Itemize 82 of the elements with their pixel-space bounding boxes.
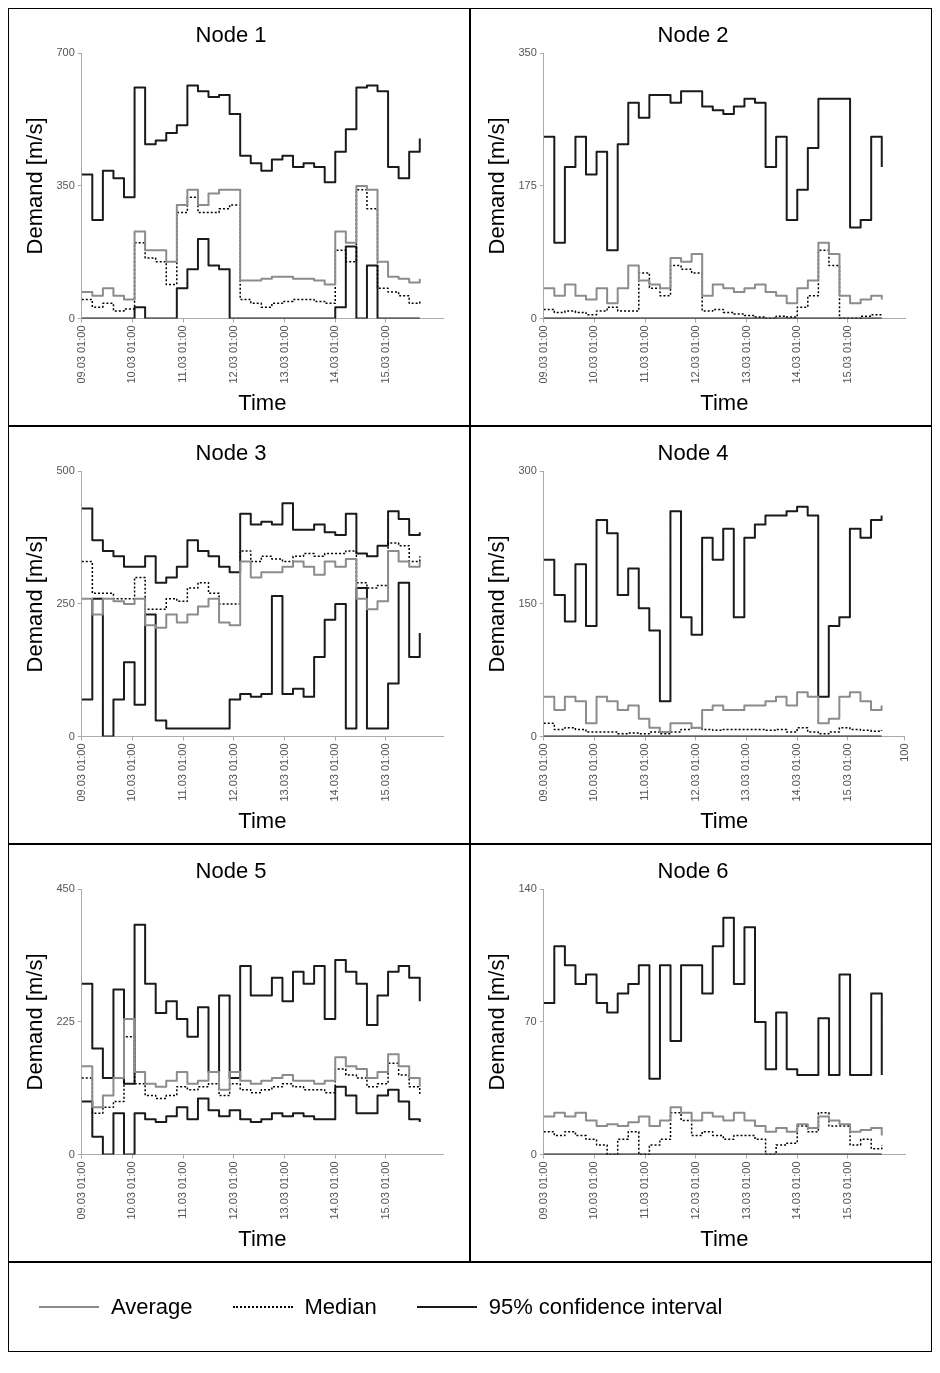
x-tick-label: 12.03 01:00 (688, 1161, 701, 1220)
x-tick-label: 11.03 01:00 (638, 1161, 651, 1219)
x-axis-title: Time (700, 389, 749, 415)
x-tick-label: 12.03 01:00 (226, 325, 239, 384)
x-tick-label: 10.03 01:00 (125, 325, 138, 384)
x-tick-label: 14.03 01:00 (790, 325, 803, 384)
x-tick-label: 15.03 01:00 (378, 1161, 391, 1220)
x-tick-label: 12.03 01:00 (688, 743, 701, 802)
x-tick-label: 09.03 01:00 (74, 325, 87, 384)
x-tick-label: 15.03 01:00 (378, 325, 391, 384)
chart-title: Node 6 (657, 858, 729, 884)
x-tick-label: 15.03 01:00 (378, 743, 391, 802)
x-tick-label: 09.03 01:00 (74, 1161, 87, 1220)
x-axis-title: Time (238, 1225, 287, 1251)
legend-label: 95% confidence interval (488, 1294, 723, 1320)
x-tick-label: 15.03 01:00 (840, 743, 853, 802)
x-tick-label: 15.03 01:00 (840, 1161, 853, 1220)
x-tick-label: 10.03 01:00 (587, 1161, 600, 1220)
x-tick-label: 12.03 01:00 (226, 743, 239, 802)
y-axis-title: Demand [m/s] (484, 535, 510, 673)
x-tick-label: 09.03 01:00 (74, 743, 87, 802)
y-tick-label: 450 (56, 882, 75, 895)
x-tick-label: 12.03 01:00 (688, 325, 701, 384)
y-tick-label: 0 (68, 1147, 75, 1160)
x-tick-label: 14.03 01:00 (790, 1161, 803, 1220)
x-tick-label: 11.03 01:00 (176, 743, 189, 801)
chart-title: Node 3 (195, 440, 267, 466)
y-tick-label: 140 (518, 882, 537, 895)
y-tick-label: 700 (56, 46, 75, 59)
legend-label: Average (111, 1294, 193, 1320)
y-tick-label: 0 (68, 729, 75, 742)
y-axis-title: Demand [m/s] (22, 117, 48, 255)
y-tick-label: 175 (518, 178, 537, 191)
x-axis-title: Time (238, 807, 287, 833)
x-tick-label: 13.03 01:00 (277, 1161, 290, 1220)
x-tick-label: 14.03 01:00 (328, 325, 341, 384)
x-tick-label: 13.03 01:00 (739, 743, 752, 802)
x-tick-label: 13.03 01:00 (277, 743, 290, 802)
x-tick-label: 12.03 01:00 (226, 1161, 239, 1220)
x-tick-label: 11.03 01:00 (176, 1161, 189, 1219)
x-tick-label: 15.03 01:00 (840, 325, 853, 384)
x-tick-label: 100 (897, 743, 910, 762)
y-tick-label: 350 (518, 46, 537, 59)
y-tick-label: 0 (68, 311, 75, 324)
y-axis-title: Demand [m/s] (22, 535, 48, 673)
chart-title: Node 1 (195, 22, 267, 48)
y-tick-label: 500 (56, 464, 75, 477)
y-axis-title: Demand [m/s] (22, 953, 48, 1091)
x-tick-label: 14.03 01:00 (328, 1161, 341, 1220)
x-tick-label: 09.03 01:00 (536, 325, 549, 384)
x-tick-label: 13.03 01:00 (277, 325, 290, 384)
y-tick-label: 70 (524, 1014, 537, 1027)
x-axis-title: Time (700, 807, 749, 833)
x-axis-title: Time (238, 389, 287, 415)
x-tick-label: 11.03 01:00 (638, 743, 651, 801)
y-tick-label: 0 (530, 729, 537, 742)
x-tick-label: 14.03 01:00 (328, 743, 341, 802)
chart-title: Node 4 (657, 440, 729, 466)
y-tick-label: 250 (56, 596, 75, 609)
x-tick-label: 09.03 01:00 (536, 743, 549, 802)
x-tick-label: 11.03 01:00 (176, 325, 189, 383)
x-tick-label: 13.03 01:00 (739, 1161, 752, 1220)
y-tick-label: 350 (56, 178, 75, 191)
y-tick-label: 0 (530, 1147, 537, 1160)
y-tick-label: 0 (530, 311, 537, 324)
x-axis-title: Time (700, 1225, 749, 1251)
x-tick-label: 14.03 01:00 (790, 743, 803, 802)
x-tick-label: 09.03 01:00 (536, 1161, 549, 1220)
chart-title: Node 2 (657, 22, 729, 48)
legend-label: Median (304, 1294, 377, 1320)
y-axis-title: Demand [m/s] (484, 953, 510, 1091)
chart-title: Node 5 (195, 858, 267, 884)
x-tick-label: 10.03 01:00 (125, 1161, 138, 1220)
y-tick-label: 300 (518, 464, 537, 477)
x-tick-label: 10.03 01:00 (587, 743, 600, 802)
y-axis-title: Demand [m/s] (484, 117, 510, 255)
y-tick-label: 225 (56, 1014, 75, 1027)
x-tick-label: 10.03 01:00 (125, 743, 138, 802)
x-tick-label: 13.03 01:00 (739, 325, 752, 384)
y-tick-label: 150 (518, 596, 537, 609)
x-tick-label: 10.03 01:00 (587, 325, 600, 384)
x-tick-label: 11.03 01:00 (638, 325, 651, 383)
